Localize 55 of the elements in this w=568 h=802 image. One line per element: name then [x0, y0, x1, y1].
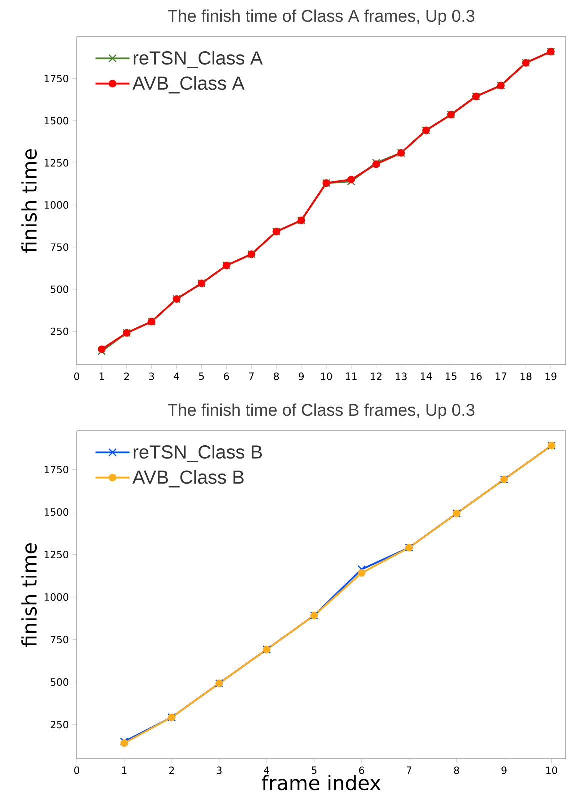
y-tick-label: 1000	[44, 594, 69, 602]
point	[358, 569, 366, 577]
chart-title: The finish time of Class A frames, Up 0.3	[168, 10, 475, 26]
x-tick-label: 2	[124, 372, 130, 380]
x-tick-label: 5	[199, 372, 204, 380]
x-tick-label: 14	[421, 372, 432, 380]
x-tick-label: 10	[546, 766, 558, 774]
x-tick-label: 4	[174, 372, 180, 380]
x-tick-label: 6	[359, 766, 364, 774]
y-tick-label: 1250	[44, 551, 69, 559]
x-tick-label: 2	[170, 766, 174, 774]
y-tick-label: 1750	[44, 75, 69, 83]
x-tick-label: 19	[546, 372, 557, 380]
y-tick-label: 1000	[44, 201, 69, 209]
x-tick-label: 15	[446, 372, 457, 380]
x-tick-label: 18	[520, 372, 532, 380]
x-axis-title: frame index	[262, 775, 381, 791]
x-tick-label: 7	[406, 766, 412, 774]
x-tick-label: 13	[396, 372, 407, 380]
y-tick-label: 1750	[44, 466, 69, 474]
x-tick-label: 10	[321, 372, 332, 380]
x-tick-label: 0	[74, 766, 80, 774]
x-tick-label: 4	[264, 766, 270, 774]
y-axis-title: finish time	[22, 150, 38, 254]
x-tick-label: 8	[454, 766, 460, 774]
legend-label: AVB_Class A	[132, 76, 245, 94]
y-tick-label: 250	[50, 328, 69, 336]
y-tick-label: 750	[51, 244, 69, 252]
x-tick-label: 16	[470, 372, 482, 380]
legend-label: reTSN_Class B	[134, 445, 262, 462]
x-tick-label: 12	[371, 372, 382, 380]
y-tick-label: 1500	[44, 117, 69, 125]
chart-title: The finish time of Class B frames, Up 0.3	[168, 404, 475, 420]
y-tick-label: 500	[50, 286, 69, 294]
y-tick-label: 750	[51, 636, 69, 644]
x-tick-label: 3	[149, 372, 154, 380]
x-tick-label: 17	[496, 372, 507, 380]
x-tick-label: 8	[274, 372, 280, 380]
y-tick-label: 1250	[44, 159, 69, 167]
y-axis-title: finish time	[22, 544, 38, 648]
y-tick-label: 500	[50, 678, 69, 686]
x-tick-label: 7	[249, 372, 254, 380]
y-tick-label: 250	[50, 721, 69, 729]
x-tick-label: 6	[224, 372, 230, 380]
y-tick-label: 1500	[44, 508, 69, 516]
legend-label: reTSN_Class A	[134, 51, 264, 68]
x-tick-label: 9	[299, 372, 304, 380]
x-tick-label: 1	[122, 766, 127, 774]
legend-label: AVB_Class B	[132, 470, 244, 488]
x-tick-label: 11	[346, 372, 357, 380]
x-tick-label: 1	[100, 372, 104, 380]
x-tick-label: 3	[217, 766, 222, 774]
x-tick-label: 9	[502, 766, 507, 774]
x-tick-label: 0	[74, 372, 80, 380]
x-tick-label: 5	[312, 766, 317, 774]
